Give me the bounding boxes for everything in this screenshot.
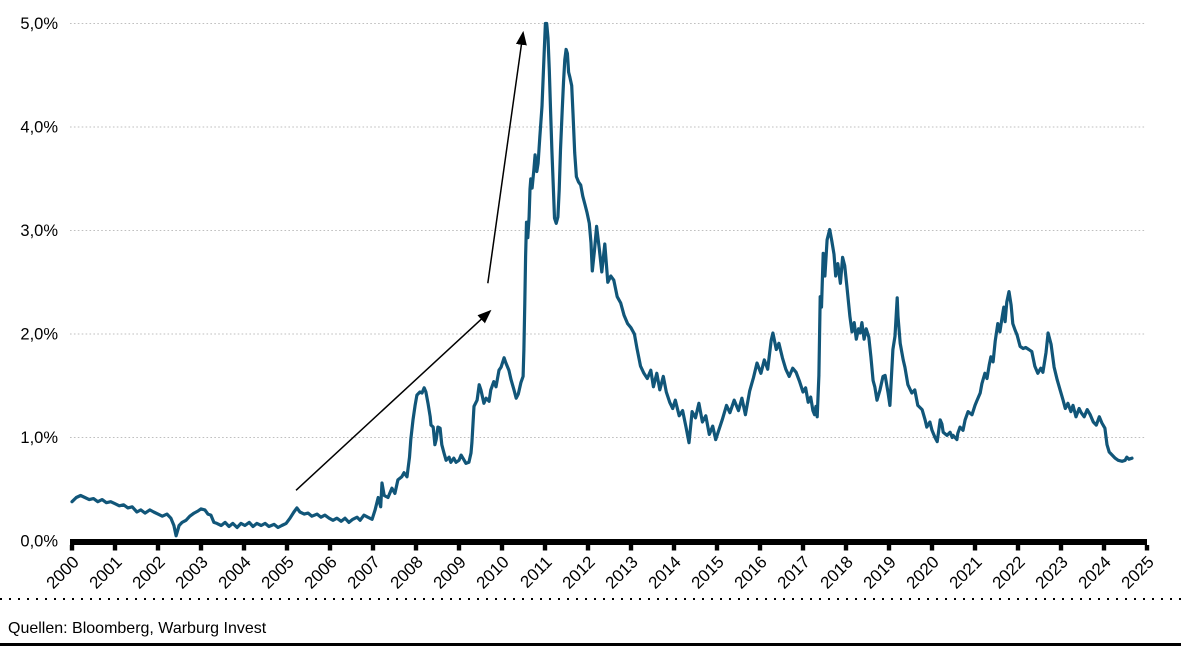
x-tick-label: 2013 (602, 552, 642, 592)
x-tick-label: 2017 (774, 552, 814, 592)
x-tick (284, 545, 290, 551)
annotations (295, 30, 527, 491)
y-axis-labels: 0,0% 1,0% 2,0% 3,0% 4,0% 5,0% (20, 15, 58, 551)
x-tick-label: 2018 (817, 552, 857, 592)
x-tick (1058, 545, 1064, 551)
x-tick (1144, 545, 1150, 551)
x-tick (628, 545, 634, 551)
x-tick-label: 2005 (258, 552, 298, 592)
x-tick (413, 545, 419, 551)
x-tick-label: 2025 (1118, 552, 1158, 592)
x-tick (327, 545, 333, 551)
line-chart: 0,0%1,0%2,0%3,0%4,0%5,0% 2000 2001 2002 200… (20, 15, 1158, 593)
x-tick-label: 2003 (172, 552, 212, 592)
x-tick-label: 2021 (946, 552, 986, 592)
x-tick-label: 2000 (43, 552, 83, 592)
x-tick-label: 2010 (473, 552, 513, 592)
x-tick (800, 545, 806, 551)
x-tick (972, 545, 978, 551)
x-tick-label: 2012 (559, 552, 599, 592)
x-tick (69, 545, 75, 551)
x-axis-line (70, 539, 1147, 545)
x-tick-label: 2022 (989, 552, 1029, 592)
x-tick-label: 2008 (387, 552, 427, 592)
x-tick (542, 545, 548, 551)
bottom-border (0, 643, 1181, 646)
x-tick (757, 545, 763, 551)
x-tick (585, 545, 591, 551)
x-tick (671, 545, 677, 551)
x-tick (499, 545, 505, 551)
x-tick (929, 545, 935, 551)
trend-arrow (295, 309, 492, 491)
y-tick-label: 1,0% (20, 429, 58, 447)
x-tick-label: 2002 (129, 552, 169, 592)
x-tick (155, 545, 161, 551)
x-tick-label: 2009 (430, 552, 470, 592)
x-tick-label: 2023 (1032, 552, 1072, 592)
trend-arrow (487, 30, 527, 284)
x-tick-label: 2016 (731, 552, 771, 592)
data-line (70, 21, 1134, 538)
x-tick-label: 2006 (301, 552, 341, 592)
y-tick-label: 2,0% (20, 326, 58, 344)
x-tick-label: 2011 (517, 552, 556, 591)
x-tick-label: 2004 (215, 552, 255, 592)
x-tick (886, 545, 892, 551)
y-tick-label: 0,0% (20, 533, 58, 551)
x-tick-label: 2024 (1075, 552, 1115, 592)
footer-separator (0, 598, 1181, 600)
x-tick (198, 545, 204, 551)
data-series (70, 21, 1134, 538)
x-tick-label: 2019 (860, 552, 900, 592)
x-tick-label: 2007 (344, 552, 384, 592)
x-tick-label: 2020 (903, 552, 943, 592)
x-axis-labels: 2000 2001 2002 2003 2004 2005 2006 2007 2008 2009… (43, 552, 1158, 592)
x-tick (714, 545, 720, 551)
x-tick-label: 2014 (645, 552, 685, 592)
y-tick-label: 4,0% (20, 119, 58, 137)
y-tick-label: 3,0% (20, 222, 58, 240)
x-tick (1015, 545, 1021, 551)
y-tick-label: 5,0% (20, 15, 58, 33)
x-tick (1101, 545, 1107, 551)
x-tick (112, 545, 118, 551)
x-tick (370, 545, 376, 551)
x-tick-label: 2015 (688, 552, 728, 592)
x-tick-label: 2001 (86, 552, 126, 592)
x-axis (69, 539, 1150, 551)
source-note: Quellen: Bloomberg, Warburg Invest (8, 620, 267, 637)
x-tick (241, 545, 247, 551)
x-tick (456, 545, 462, 551)
x-tick (843, 545, 849, 551)
